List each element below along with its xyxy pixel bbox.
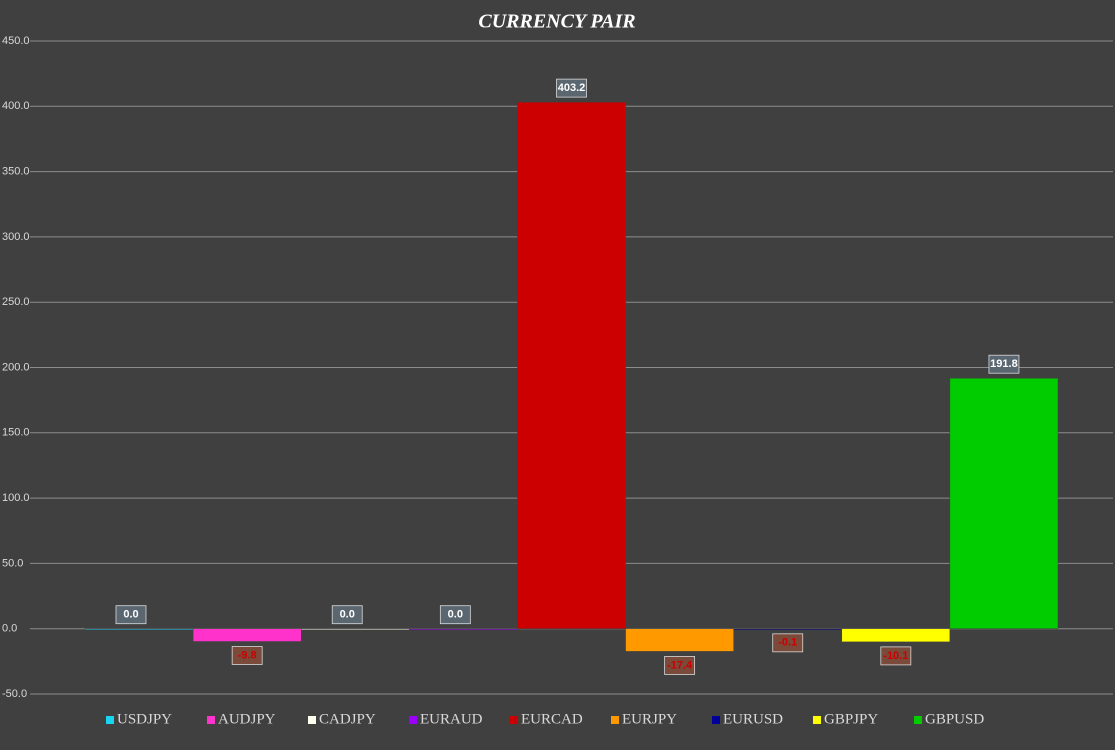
legend-marker bbox=[106, 716, 114, 724]
legend-label: GBPUSD bbox=[925, 711, 984, 727]
value-label: 403.2 bbox=[558, 82, 586, 94]
legend-label: AUDJPY bbox=[218, 711, 276, 727]
bar bbox=[84, 628, 194, 630]
value-label-box bbox=[772, 633, 804, 653]
value-label-box bbox=[331, 605, 363, 625]
y-tick-label: 450.0 bbox=[2, 35, 30, 47]
bar bbox=[949, 377, 1059, 629]
legend-marker bbox=[308, 716, 316, 724]
legend-label: EURAUD bbox=[420, 711, 483, 727]
value-label-box bbox=[664, 656, 696, 675]
legend-marker bbox=[207, 716, 215, 724]
value-label: -9.8 bbox=[238, 649, 257, 661]
value-label: -0.1 bbox=[778, 637, 797, 649]
value-label: -10.1 bbox=[883, 650, 908, 662]
y-tick-label: 250.0 bbox=[2, 296, 30, 308]
y-tick-label: -50.0 bbox=[2, 688, 27, 700]
bar bbox=[300, 628, 410, 630]
legend-label: CADJPY bbox=[319, 711, 376, 727]
bar bbox=[841, 628, 951, 643]
legend-marker bbox=[914, 716, 922, 724]
y-tick-label: 400.0 bbox=[2, 100, 30, 112]
legend-marker bbox=[712, 716, 720, 724]
bar bbox=[733, 628, 843, 630]
value-label: 0.0 bbox=[123, 609, 138, 621]
value-label-box bbox=[115, 605, 147, 625]
value-label-box bbox=[439, 605, 471, 625]
legend-label: EURCAD bbox=[521, 711, 583, 727]
y-tick-label: 200.0 bbox=[2, 361, 30, 373]
value-label-box bbox=[988, 354, 1020, 374]
legend-label: USDJPY bbox=[117, 711, 172, 727]
bar bbox=[625, 628, 734, 652]
y-tick-label: 50.0 bbox=[2, 557, 23, 569]
value-label-box bbox=[556, 78, 587, 98]
bar bbox=[192, 628, 302, 642]
legend-label: EURJPY bbox=[622, 711, 677, 727]
legend-marker bbox=[409, 716, 417, 724]
value-label: 0.0 bbox=[448, 609, 463, 621]
y-tick-label: 150.0 bbox=[2, 427, 30, 439]
y-tick-label: 300.0 bbox=[2, 231, 30, 243]
y-tick-label: 350.0 bbox=[2, 166, 30, 178]
y-tick-label: 0.0 bbox=[2, 623, 17, 635]
legend-marker bbox=[510, 716, 518, 724]
legend-marker bbox=[813, 716, 821, 724]
bar bbox=[409, 628, 518, 630]
value-label-box bbox=[231, 646, 263, 665]
bar bbox=[517, 101, 626, 629]
value-label: 0.0 bbox=[340, 609, 355, 621]
legend-label: GBPJPY bbox=[824, 711, 878, 727]
y-tick-label: 100.0 bbox=[2, 492, 30, 504]
legend-label: EURUSD bbox=[723, 711, 783, 727]
value-label: -17.4 bbox=[667, 659, 693, 671]
legend-marker bbox=[611, 716, 619, 724]
value-label: 191.8 bbox=[990, 358, 1018, 370]
chart-title: CURRENCY PAIR bbox=[478, 11, 635, 33]
value-label-box bbox=[880, 646, 912, 666]
